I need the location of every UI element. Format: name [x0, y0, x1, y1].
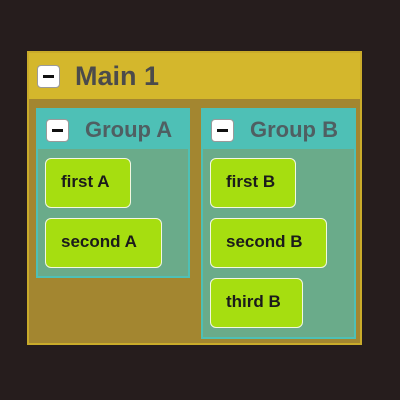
- group-b-panel: Group B first B second B third B: [201, 108, 356, 339]
- minus-icon: [217, 129, 228, 132]
- main-panel-title: Main 1: [75, 61, 160, 91]
- group-a-collapse-button[interactable]: [46, 119, 69, 142]
- group-b-title: Group B: [250, 117, 338, 142]
- main-panel: Main 1 Group A first A second A Group B …: [27, 51, 362, 345]
- item-first-b[interactable]: first B: [210, 158, 296, 208]
- group-a-title: Group A: [85, 117, 173, 142]
- group-b-collapse-button[interactable]: [211, 119, 234, 142]
- group-a-panel: Group A first A second A: [36, 108, 190, 278]
- item-third-b[interactable]: third B: [210, 278, 303, 328]
- minus-icon: [43, 75, 54, 78]
- group-a-header: Group A: [38, 110, 188, 149]
- main-panel-header: Main 1: [29, 53, 360, 99]
- main-collapse-button[interactable]: [37, 65, 60, 88]
- item-second-b[interactable]: second B: [210, 218, 327, 268]
- item-second-a[interactable]: second A: [45, 218, 162, 268]
- group-b-header: Group B: [203, 110, 354, 149]
- item-first-a[interactable]: first A: [45, 158, 131, 208]
- minus-icon: [52, 129, 63, 132]
